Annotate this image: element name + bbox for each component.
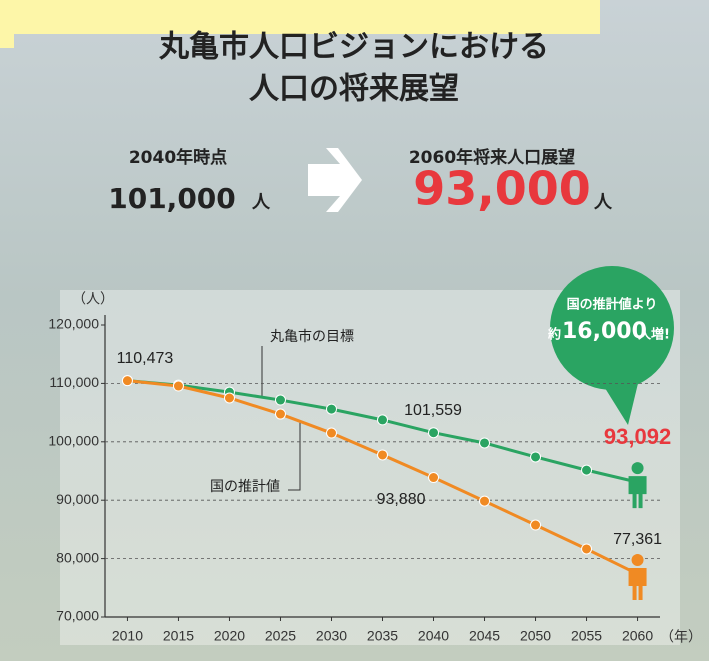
- bubble-text: 国の推計値より: [567, 297, 658, 313]
- data-point: [275, 395, 285, 405]
- right-unit: 人: [593, 192, 613, 213]
- data-label: 93,092: [604, 424, 671, 449]
- data-point: [429, 473, 439, 483]
- left-value: 101,000: [108, 182, 236, 215]
- x-tick-label: 2010: [112, 628, 143, 644]
- x-tick-label: 2035: [367, 628, 398, 644]
- x-unit: （年）: [660, 629, 702, 645]
- bubble-text: 約: [547, 327, 561, 343]
- x-tick-label: 2050: [520, 628, 551, 644]
- data-point: [326, 428, 336, 438]
- y-tick-label: 110,000: [49, 374, 99, 390]
- x-tick-label: 2040: [418, 628, 449, 644]
- data-label: 93,880: [377, 491, 426, 508]
- y-unit: （人）: [72, 291, 114, 307]
- x-tick-label: 2025: [265, 628, 296, 644]
- data-label: 77,361: [613, 531, 662, 548]
- data-point: [582, 544, 592, 554]
- person-head: [632, 554, 644, 566]
- data-label: 101,559: [404, 402, 462, 419]
- title-line: 人口の将来展望: [248, 72, 459, 107]
- y-tick-label: 120,000: [48, 316, 99, 332]
- data-point: [531, 452, 541, 462]
- bubble-text: 人増!: [637, 327, 670, 343]
- page: { "header": { "title_lines": ["丸亀市人口ビジョン…: [0, 0, 709, 661]
- infographic: 丸亀市人口ビジョンにおける 人口の将来展望 2040年時点 101,000 人 …: [0, 0, 709, 661]
- y-tick-label: 80,000: [56, 549, 99, 565]
- data-label: 110,473: [117, 350, 174, 367]
- data-point: [173, 381, 183, 391]
- data-point: [378, 415, 388, 425]
- left-label: 2040年時点: [129, 147, 227, 168]
- data-point: [480, 438, 490, 448]
- x-tick-label: 2020: [214, 628, 245, 644]
- data-point: [378, 450, 388, 460]
- yellow-band-edge: [0, 0, 14, 48]
- data-point: [122, 376, 132, 386]
- left-unit: 人: [251, 192, 271, 213]
- data-point: [480, 496, 490, 506]
- series-label: 丸亀市の目標: [270, 329, 354, 345]
- x-tick-label: 2045: [469, 628, 500, 644]
- y-tick-label: 100,000: [48, 433, 99, 449]
- data-point: [224, 393, 234, 403]
- y-tick-label: 90,000: [56, 491, 99, 507]
- series-label: 国の推計値: [210, 479, 280, 495]
- data-point: [275, 409, 285, 419]
- title-line: 丸亀市人口ビジョンにおける: [158, 30, 549, 65]
- y-tick-label: 70,000: [56, 608, 99, 624]
- x-tick-label: 2015: [163, 628, 194, 644]
- data-point: [326, 404, 336, 414]
- x-tick-label: 2060: [622, 628, 653, 644]
- data-point: [531, 520, 541, 530]
- right-value: 93,000: [413, 162, 591, 216]
- x-tick-label: 2055: [571, 628, 602, 644]
- data-point: [582, 465, 592, 475]
- person-head: [632, 462, 644, 474]
- data-point: [429, 428, 439, 438]
- x-tick-label: 2030: [316, 628, 347, 644]
- bubble-value: 16,000: [562, 319, 647, 344]
